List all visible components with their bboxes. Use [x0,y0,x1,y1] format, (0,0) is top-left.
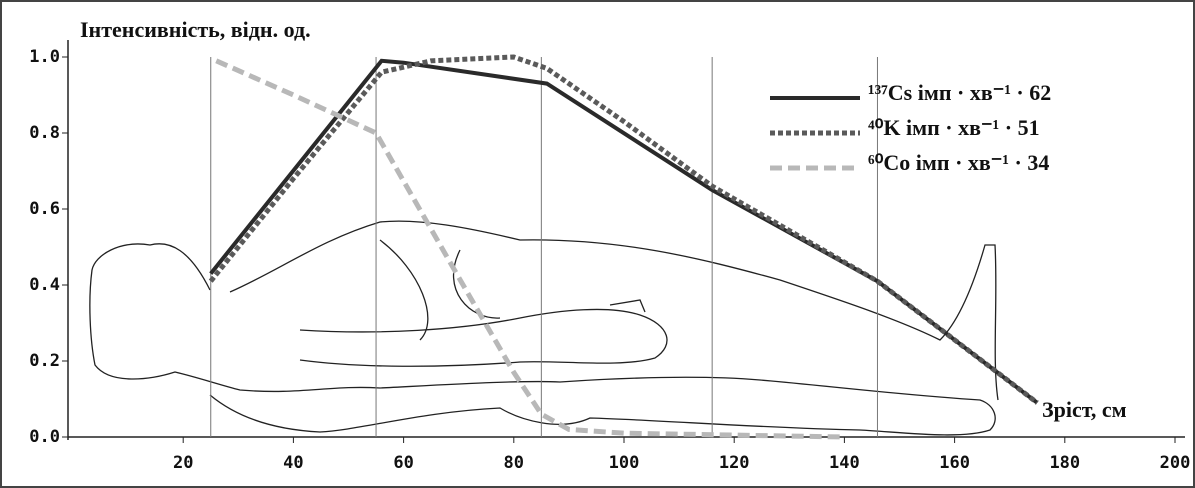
frame [1,1,1194,487]
legend-label: ¹³⁷Cs імп · хв⁻¹ · 62 [868,80,1051,105]
y-axis-title: Інтенсивність, відн. од. [80,17,311,42]
legend-label: ⁴⁰K імп · хв⁻¹ · 51 [868,115,1040,140]
series-line [211,57,1038,403]
y-tick-label: 0.6 [29,199,60,219]
x-tick-label: 100 [609,453,640,473]
y-tick-label: 0.4 [29,275,60,295]
y-tick-label: 0.0 [29,427,60,447]
x-tick-label: 80 [504,453,524,473]
x-tick-label: 160 [939,453,970,473]
y-tick-label: 0.2 [29,351,60,371]
y-tick-label: 0.8 [29,123,60,143]
chart: 0.0 0.2 0.4 0.6 0.8 1.0 20 40 60 80 100 120 140 160 18… [0,0,1195,488]
series-line [216,61,844,437]
x-tick-label: 200 [1160,453,1191,473]
page: {"chart_data": {"type": "line", "y_label… [0,0,1195,488]
x-tick-label: 140 [829,453,860,473]
x-tick-label: 180 [1049,453,1080,473]
x-axis-title: Зріст, см [1042,397,1127,422]
legend-label: ⁶⁰Co імп · хв⁻¹ · 34 [868,150,1049,175]
y-tick-label: 1.0 [29,47,60,67]
x-tick-label: 120 [719,453,750,473]
x-tick-label: 60 [393,453,413,473]
x-tick-label: 40 [283,453,303,473]
x-tick-label: 20 [173,453,193,473]
